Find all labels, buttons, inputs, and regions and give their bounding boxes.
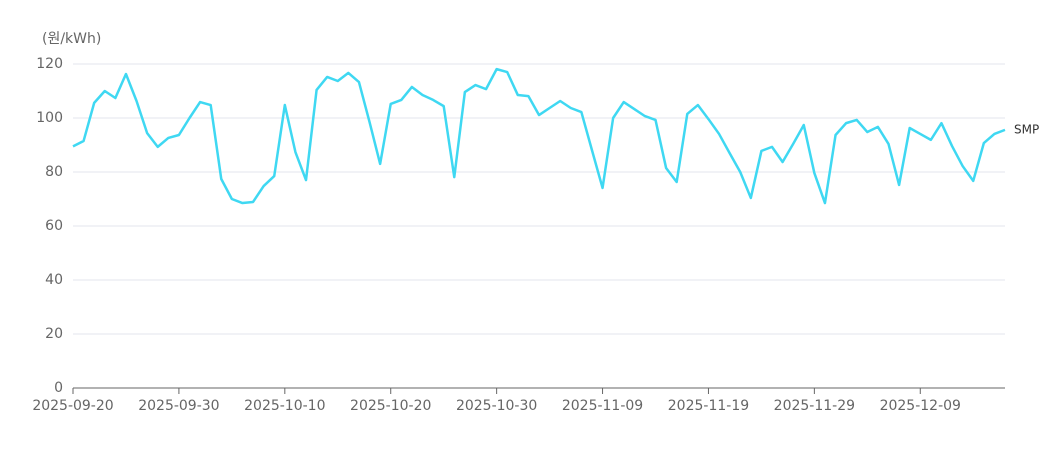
y-axis-unit: (원/kWh) (42, 31, 101, 47)
y-tick-label: 40 (45, 272, 63, 288)
x-tick-label: 2025-12-09 (880, 398, 961, 414)
y-tick-label: 0 (54, 380, 63, 396)
x-tick-label: 2025-11-09 (562, 398, 643, 414)
x-tick-label: 2025-11-29 (774, 398, 855, 414)
x-tick-label: 2025-10-10 (244, 398, 325, 414)
x-tick-label: 2025-10-30 (456, 398, 537, 414)
y-tick-label: 120 (36, 56, 63, 72)
series-label: SMP (1014, 122, 1039, 136)
line (72, 67, 1006, 205)
y-tick-label: 80 (45, 164, 63, 180)
y-tick-label: 60 (45, 218, 63, 234)
x-tick-label: 2025-09-20 (32, 398, 113, 414)
x-tick-label: 2025-11-19 (668, 398, 749, 414)
y-tick-label: 20 (45, 326, 63, 342)
x-tick-label: 2025-10-20 (350, 398, 431, 414)
y-tick-label: 100 (36, 110, 63, 126)
x-tick-label: 2025-09-30 (138, 398, 219, 414)
